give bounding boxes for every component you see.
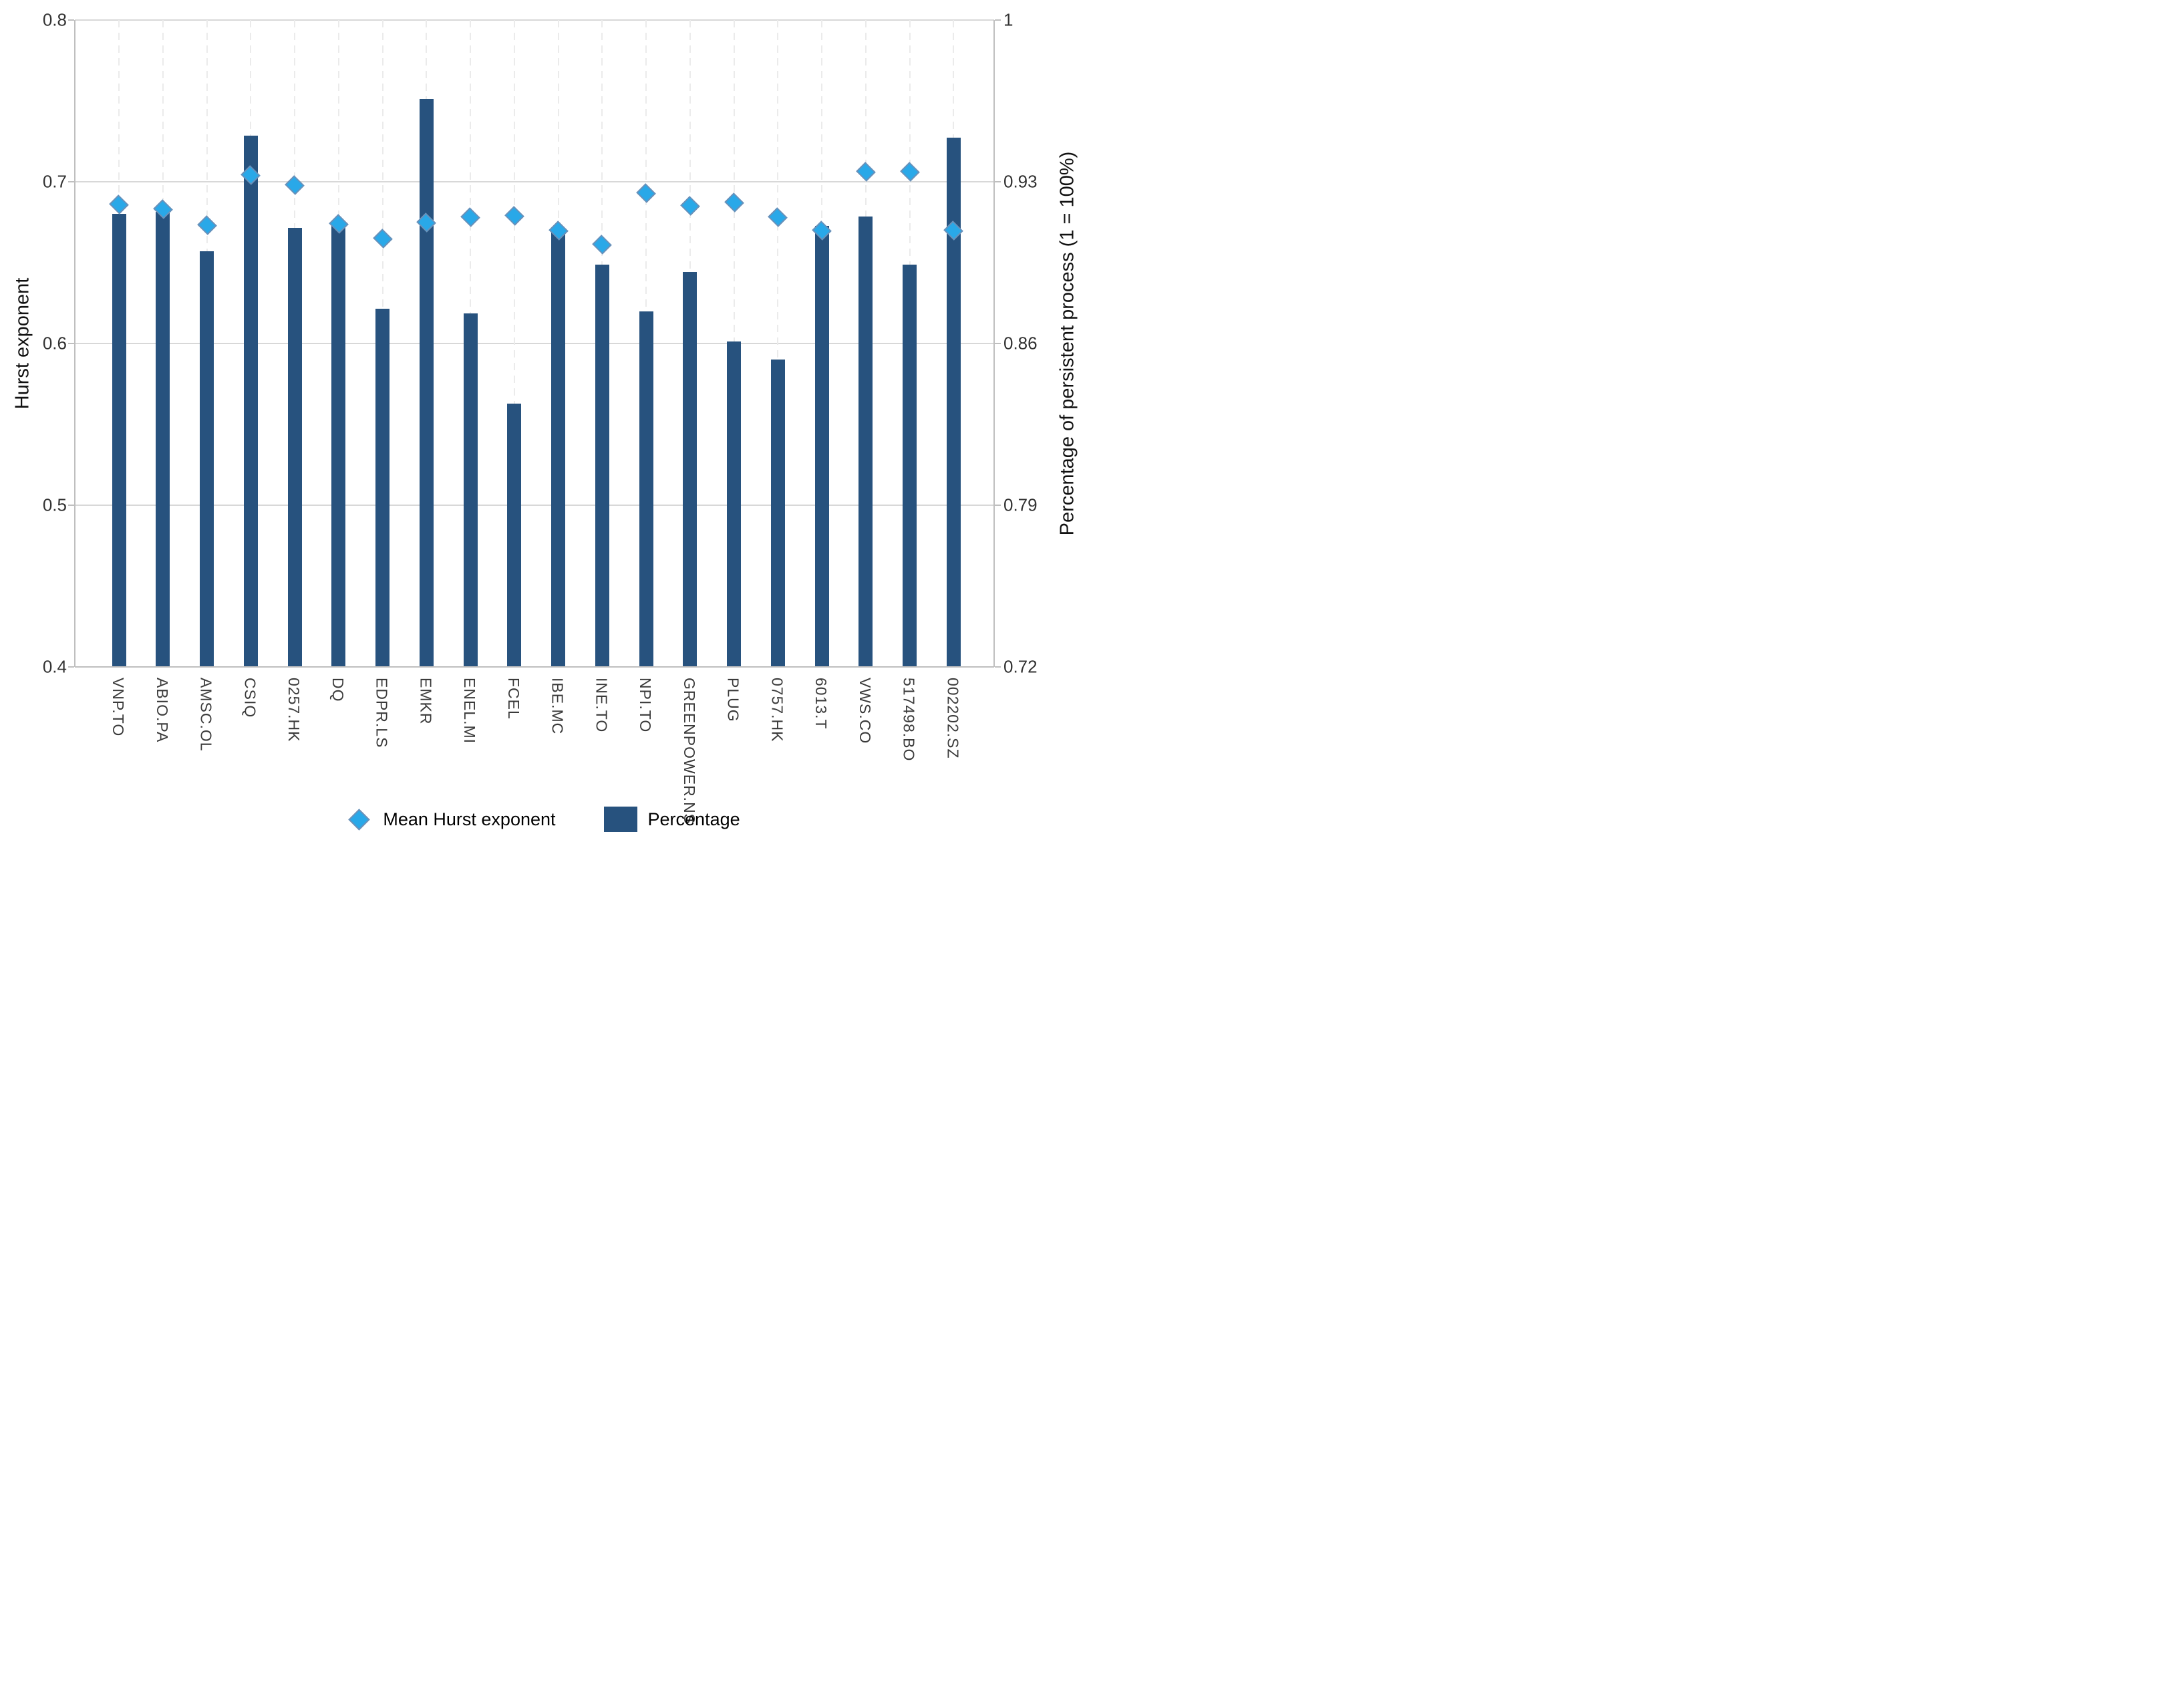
right-axis-tick-label: 0.86 xyxy=(1003,333,1038,354)
hurst-diamond-marker xyxy=(592,235,613,255)
hurst-percentage-chart: Hurst exponent Percentage of persistent … xyxy=(0,0,1092,842)
axis-tick xyxy=(995,505,1001,506)
axis-tick xyxy=(68,505,74,506)
x-axis-tick-label: ABIO.PA xyxy=(153,678,171,743)
h-gridline xyxy=(75,505,994,506)
percentage-bar xyxy=(243,135,258,667)
bottom-axis-line xyxy=(75,666,994,668)
legend: Mean Hurst exponent Percentage xyxy=(0,799,1092,839)
hurst-diamond-marker xyxy=(899,162,920,182)
x-axis-tick-label: AMSC.OL xyxy=(197,678,215,752)
hurst-diamond-marker xyxy=(196,215,217,236)
percentage-bar xyxy=(507,403,522,667)
left-axis-tick-label: 0.4 xyxy=(42,656,67,677)
x-axis-tick-label: DQ xyxy=(329,678,347,702)
percentage-bar xyxy=(112,214,126,667)
category-dashed-gridline xyxy=(513,20,515,667)
hurst-diamond-marker xyxy=(285,175,305,195)
axis-tick xyxy=(68,666,74,668)
right-axis-tick-label: 0.93 xyxy=(1003,171,1038,192)
percentage-bar xyxy=(903,265,917,667)
x-axis-tick-label: INE.TO xyxy=(593,678,611,733)
x-axis-tick-label: EMKR xyxy=(417,678,435,725)
axis-tick xyxy=(68,343,74,344)
axis-tick xyxy=(995,19,1001,21)
percentage-bar xyxy=(156,211,170,667)
hurst-diamond-marker xyxy=(855,162,876,182)
hurst-diamond-marker xyxy=(504,206,524,226)
hurst-diamond-marker xyxy=(460,207,480,228)
percentage-bar xyxy=(331,225,346,667)
hurst-diamond-marker xyxy=(679,196,700,217)
x-axis-tick-label: 6013.T xyxy=(812,678,830,730)
left-axis-tick-label: 0.5 xyxy=(42,495,67,515)
hurst-diamond-marker xyxy=(372,228,393,249)
percentage-bar xyxy=(814,225,829,667)
axis-tick xyxy=(995,181,1001,182)
percentage-bar xyxy=(200,251,214,667)
percentage-bar xyxy=(683,271,697,667)
h-gridline xyxy=(75,181,994,182)
plot-area xyxy=(68,19,1001,668)
x-axis-tick-label: FCEL xyxy=(504,678,522,720)
percentage-bar xyxy=(375,309,389,667)
axis-tick xyxy=(995,343,1001,344)
x-axis-tick-label: VNP.TO xyxy=(110,678,127,737)
x-axis-tick-label: GREENPOWER.NS xyxy=(680,678,698,825)
x-axis-tick-label: ENEL.MI xyxy=(461,678,478,744)
h-gridline xyxy=(75,19,994,21)
x-axis-tick-label: VWS.CO xyxy=(856,678,874,744)
percentage-bar xyxy=(859,216,873,667)
axis-tick xyxy=(68,181,74,182)
left-axis-tick-label: 0.7 xyxy=(42,171,67,192)
percentage-bar xyxy=(595,265,609,667)
x-axis-tick-label: CSIQ xyxy=(241,678,259,718)
x-axis-tick-label: PLUG xyxy=(724,678,742,722)
hurst-diamond-marker xyxy=(768,207,788,228)
left-axis-tick-label: 0.8 xyxy=(42,9,67,30)
percentage-bar xyxy=(639,311,653,667)
percentage-bar xyxy=(287,228,302,667)
x-axis-tick-label: 0257.HK xyxy=(285,678,303,742)
x-axis-tick-label: 517498.BO xyxy=(900,678,918,762)
x-axis-tick-label: NPI.TO xyxy=(637,678,654,733)
legend-label-percentage: Percentage xyxy=(647,809,740,829)
right-axis-tick-label: 0.72 xyxy=(1003,656,1038,677)
percentage-bar xyxy=(946,138,961,667)
percentage-bar xyxy=(770,360,785,667)
percentage-bar xyxy=(463,313,478,667)
hurst-diamond-marker xyxy=(109,194,129,215)
hurst-diamond-marker xyxy=(636,183,656,203)
h-gridline xyxy=(75,343,994,344)
legend-label-hurst: Mean Hurst exponent xyxy=(383,809,556,829)
right-axis-tick-label: 1 xyxy=(1003,9,1013,30)
hurst-diamond-marker xyxy=(724,192,744,213)
percentage-bar xyxy=(419,98,434,667)
legend-bar-swatch-icon xyxy=(603,807,637,832)
right-axis-line xyxy=(993,20,995,667)
legend-diamond-icon xyxy=(348,808,371,831)
right-axis-title: Percentage of persistent process (1 = 10… xyxy=(1056,151,1078,536)
category-dashed-gridline xyxy=(777,20,779,667)
axis-tick xyxy=(995,666,1001,668)
x-axis-tick-label: 0757.HK xyxy=(768,678,786,742)
percentage-bar xyxy=(551,233,565,667)
x-axis-tick-label: 002202.SZ xyxy=(944,678,962,759)
x-axis-tick-label: EDPR.LS xyxy=(373,678,391,748)
left-axis-line xyxy=(74,20,75,667)
right-axis-tick-label: 0.79 xyxy=(1003,495,1038,515)
x-axis-tick-label: IBE.MC xyxy=(549,678,567,735)
percentage-bar xyxy=(727,341,741,667)
axis-tick xyxy=(68,19,74,21)
left-axis-tick-label: 0.6 xyxy=(42,333,67,354)
